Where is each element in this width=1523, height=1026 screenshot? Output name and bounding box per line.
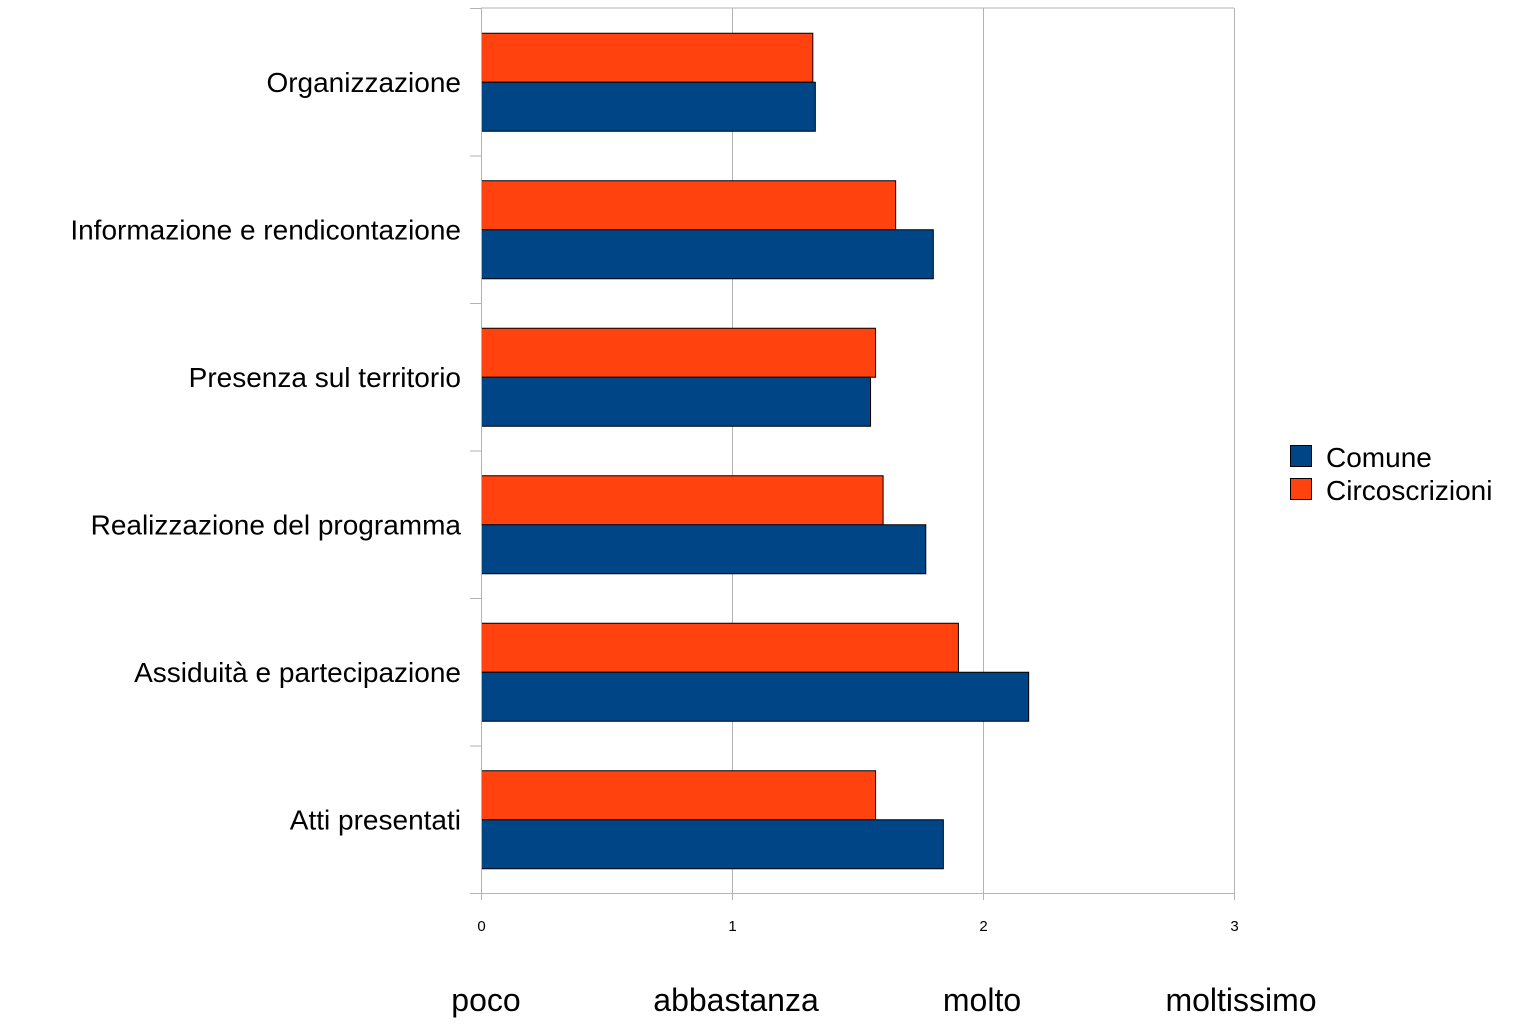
- bar-circoscrizioni: [481, 32, 814, 83]
- legend-swatch: [1290, 478, 1312, 500]
- scale-label: abbastanza: [653, 982, 819, 1018]
- bar-circoscrizioni: [481, 327, 877, 378]
- category-label: Assiduità e partecipazione: [134, 657, 461, 688]
- bar-comune: [481, 376, 872, 427]
- bar-comune: [481, 671, 1030, 722]
- bars: [481, 32, 1030, 870]
- category-label: Presenza sul territorio: [189, 362, 461, 393]
- labels: 0 1 2 3 Organizzazione Informazione e rendico…: [70, 67, 1316, 1018]
- x-tick-label: 2: [979, 918, 987, 935]
- category-label: Informazione e rendicontazione: [70, 214, 461, 245]
- bar-comune: [481, 81, 816, 132]
- x-tick-label: 1: [728, 918, 736, 935]
- bar-comune: [481, 229, 934, 280]
- legend-label: Circoscrizioni: [1326, 475, 1492, 506]
- bar-circoscrizioni: [481, 622, 959, 673]
- bar-circoscrizioni: [481, 770, 877, 821]
- legend-swatch: [1290, 445, 1312, 467]
- x-tick-label: 3: [1230, 918, 1238, 935]
- grid-lines: [481, 7, 1235, 893]
- bar-comune: [481, 524, 927, 575]
- bar-comune: [481, 819, 944, 870]
- scale-label: molto: [943, 982, 1021, 1018]
- x-tick-label: 0: [477, 918, 485, 935]
- category-label: Organizzazione: [266, 67, 461, 98]
- category-label: Realizzazione del programma: [91, 509, 462, 540]
- legend-label: Comune: [1326, 442, 1432, 473]
- bar-circoscrizioni: [481, 475, 884, 526]
- axes: [470, 8, 1235, 900]
- category-label: Atti presentati: [290, 804, 461, 835]
- scale-label: moltissimo: [1165, 982, 1316, 1018]
- scale-label: poco: [451, 982, 520, 1018]
- bar-circoscrizioni: [481, 180, 897, 231]
